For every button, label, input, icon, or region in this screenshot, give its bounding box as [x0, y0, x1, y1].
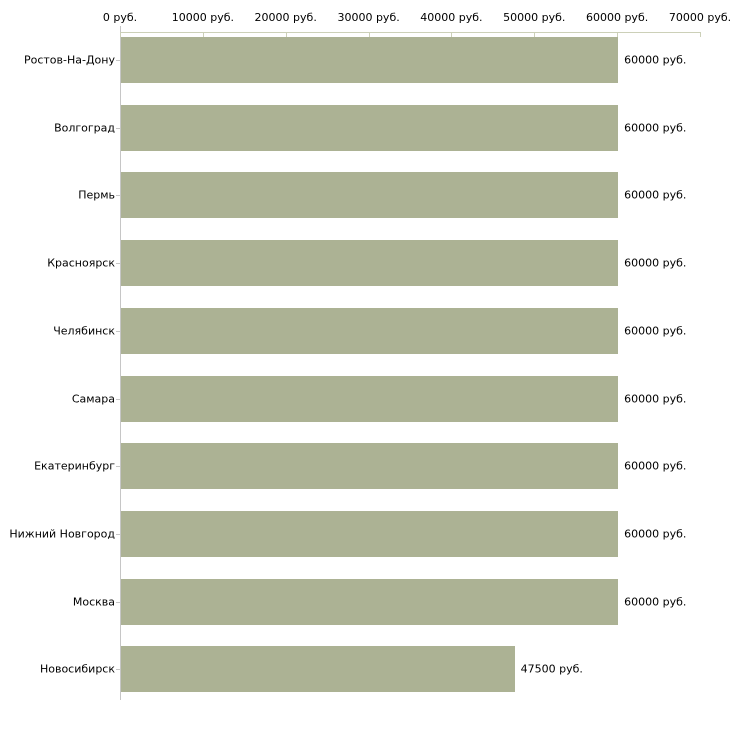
value-label: 60000 руб.: [624, 188, 687, 202]
category-tick: [116, 330, 120, 332]
value-label: 60000 руб.: [624, 53, 687, 67]
x-axis-tick-label: 40000 руб.: [420, 11, 483, 24]
value-label: 60000 руб.: [624, 459, 687, 473]
category-tick: [116, 466, 120, 468]
x-axis-tick-label: 20000 руб.: [254, 11, 317, 24]
value-label: 47500 руб.: [520, 662, 583, 676]
category-label: Пермь: [78, 188, 115, 202]
bar: [121, 646, 515, 693]
bar: [121, 307, 619, 354]
value-label: 60000 руб.: [624, 527, 687, 541]
x-axis-tick: [451, 32, 453, 37]
x-axis-tick-label: 10000 руб.: [171, 11, 235, 24]
x-axis-tick-label: 70000 руб.: [668, 11, 730, 24]
y-axis-line: [120, 26, 121, 700]
value-label: 60000 руб.: [624, 595, 687, 609]
category-tick: [116, 60, 120, 61]
x-axis-tick: [700, 32, 701, 37]
category-label: Волгоград: [54, 121, 115, 135]
x-axis-line: [120, 32, 701, 33]
category-tick: [116, 195, 120, 197]
x-axis-tick-label: 50000 руб.: [503, 11, 566, 24]
category-label: Ростов-На-Дону: [23, 53, 115, 67]
x-axis-tick: [120, 32, 121, 37]
category-tick: [116, 263, 120, 265]
x-axis-tick: [534, 32, 536, 37]
x-axis-tick: [368, 32, 370, 37]
category-tick: [116, 669, 120, 671]
bar: [121, 172, 619, 219]
category-label: Нижний Новгород: [9, 527, 115, 541]
x-axis-tick-label: 0 руб.: [102, 11, 138, 24]
bar: [121, 443, 619, 490]
value-label: 60000 руб.: [624, 392, 687, 405]
category-tick: [116, 533, 120, 535]
category-tick: [116, 398, 120, 400]
x-axis-tick-label: 60000 руб.: [585, 11, 649, 24]
x-axis-tick: [617, 32, 619, 37]
value-label: 60000 руб.: [624, 121, 687, 135]
x-axis-tick: [202, 32, 204, 37]
bar: [121, 578, 619, 625]
category-label: Екатеринбург: [34, 459, 115, 473]
category-tick: [116, 127, 120, 129]
bar: [121, 375, 619, 422]
category-label: Челябинск: [53, 324, 115, 338]
bar: [121, 104, 619, 151]
category-label: Красноярск: [47, 256, 115, 270]
x-axis-tick: [285, 32, 287, 37]
bar: [121, 37, 619, 83]
value-label: 60000 руб.: [624, 256, 687, 270]
value-label: 60000 руб.: [624, 324, 687, 338]
bar: [121, 510, 619, 557]
category-tick: [116, 601, 120, 603]
category-label: Москва: [72, 595, 115, 609]
x-axis-tick-label: 30000 руб.: [337, 11, 400, 24]
category-label: Новосибирск: [39, 662, 115, 676]
bar: [121, 240, 619, 287]
category-label: Самара: [71, 392, 115, 405]
